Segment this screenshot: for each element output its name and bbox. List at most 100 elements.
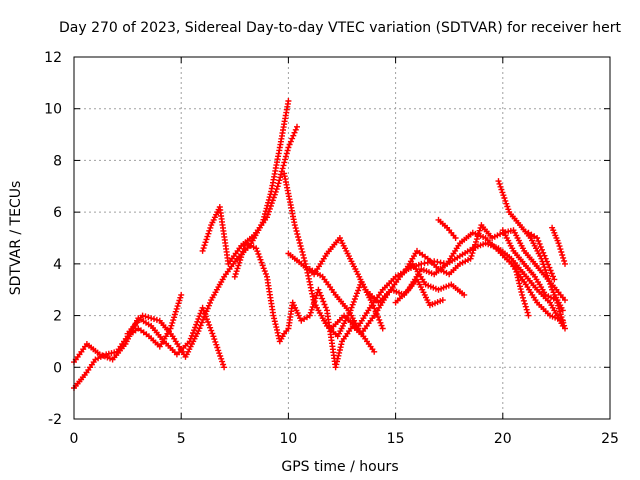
y-tick-label: -2 [48, 412, 62, 428]
data-point [336, 349, 343, 356]
data-point [270, 194, 277, 201]
data-point [472, 241, 479, 248]
data-point [296, 240, 303, 246]
data-point [294, 123, 300, 130]
data-point [277, 174, 284, 181]
data-point [544, 272, 551, 279]
data-point [559, 317, 566, 323]
data-point [208, 327, 215, 334]
data-point [267, 203, 274, 209]
data-point [153, 316, 160, 323]
data-point [264, 211, 271, 218]
data-point [199, 247, 206, 254]
axis-ticks: 0 5 10 15 20 25 -2 0 2 4 6 8 10 12 [44, 50, 619, 447]
data-point [503, 200, 510, 207]
data-point [556, 243, 563, 250]
series-track-16 [435, 216, 459, 241]
data-point [553, 297, 560, 304]
data-point [300, 254, 307, 261]
data-point [542, 255, 549, 262]
data-point [275, 180, 282, 187]
data-point [220, 361, 227, 368]
data-point [537, 243, 544, 250]
series-track-11 [403, 222, 568, 304]
series-track-15 [549, 224, 568, 267]
data-point [498, 186, 505, 193]
data-point [216, 350, 223, 357]
y-tick-label: 12 [44, 50, 62, 66]
data-point [471, 244, 478, 251]
data-point [234, 265, 241, 272]
data-point [540, 249, 547, 256]
data-point [504, 203, 511, 210]
data-point [194, 318, 201, 325]
data-point [541, 264, 548, 271]
y-tick-label: 0 [53, 360, 62, 376]
data-point [519, 291, 526, 298]
data-point [173, 305, 180, 312]
data-point [285, 98, 292, 104]
data-point [371, 348, 378, 355]
data-point [461, 291, 468, 298]
data-point [505, 206, 512, 213]
data-point [217, 353, 224, 359]
data-point [236, 259, 243, 266]
data-point [268, 200, 275, 207]
data-point [542, 267, 549, 273]
data-point [439, 297, 446, 304]
data-point [516, 280, 523, 287]
data-point [207, 324, 214, 331]
data-point [196, 313, 203, 320]
data-point [201, 242, 208, 249]
y-tick-label: 6 [53, 205, 62, 221]
data-point [543, 258, 550, 265]
series-track-6 [281, 170, 386, 340]
data-point [520, 297, 527, 304]
data-point [520, 294, 526, 301]
data-point [299, 248, 306, 255]
data-point [525, 312, 532, 319]
data-point [214, 344, 221, 351]
data-point [295, 234, 302, 240]
data-point [294, 231, 301, 237]
data-point [273, 186, 280, 193]
data-point [315, 286, 322, 293]
data-point [254, 248, 261, 255]
data-point [239, 248, 246, 255]
data-point [349, 301, 356, 308]
data-point [255, 251, 262, 257]
data-point [558, 249, 565, 255]
data-point [524, 309, 531, 316]
data-point [548, 283, 555, 290]
data-point [253, 245, 260, 252]
data-point [235, 262, 242, 269]
data-point [562, 260, 568, 267]
data-point [557, 246, 564, 253]
data-point [476, 227, 483, 234]
data-point [470, 247, 477, 254]
data-point [167, 325, 174, 332]
series-track-10 [392, 229, 566, 324]
data-point [240, 245, 247, 252]
data-point [195, 316, 202, 322]
data-point [283, 150, 290, 157]
plot-frame [73, 56, 611, 420]
data-point [271, 191, 278, 198]
data-point [291, 129, 298, 136]
data-point [559, 252, 566, 258]
series-track-5 [231, 240, 378, 371]
data-point [558, 314, 565, 321]
data-point [545, 275, 552, 282]
data-point [473, 236, 480, 243]
data-point [177, 294, 184, 301]
data-point [281, 159, 288, 166]
data-point [261, 268, 268, 275]
data-point [523, 306, 530, 313]
data-point [260, 265, 267, 272]
data-point [258, 259, 265, 266]
data-point [204, 233, 211, 240]
data-point [286, 141, 293, 148]
data-point [274, 183, 281, 190]
data-point [379, 325, 386, 332]
data-point [556, 305, 562, 312]
